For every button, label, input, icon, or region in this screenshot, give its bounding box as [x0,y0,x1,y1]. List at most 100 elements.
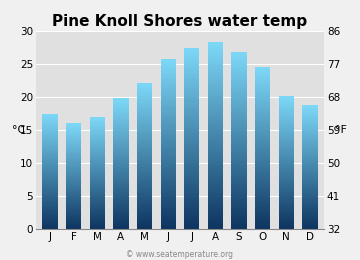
Bar [66,212,81,213]
Bar [255,224,270,225]
Bar [42,186,58,187]
Bar [184,111,199,112]
Bar [208,202,223,203]
Bar [161,188,176,189]
Bar [255,147,270,148]
Bar [302,223,318,224]
Bar [184,193,199,194]
Bar [161,114,176,115]
Bar [184,122,199,123]
Bar [161,153,176,154]
Bar [231,219,247,220]
Bar [113,220,129,221]
Bar [255,78,270,79]
Bar [161,75,176,76]
Bar [279,143,294,144]
Bar [137,168,152,169]
Bar [279,209,294,210]
Bar [90,227,105,228]
Bar [302,171,318,172]
Bar [161,184,176,185]
Bar [161,163,176,164]
Bar [90,199,105,200]
Bar [279,169,294,170]
Bar [66,144,81,145]
Bar [255,129,270,130]
Bar [231,141,247,142]
Bar [90,169,105,170]
Bar [90,132,105,133]
Bar [184,104,199,105]
Bar [255,92,270,93]
Bar [113,144,129,145]
Bar [184,228,199,229]
Bar [279,164,294,165]
Bar [42,137,58,138]
Bar [113,151,129,152]
Bar [66,225,81,226]
Bar [66,178,81,179]
Bar [42,149,58,150]
Bar [184,214,199,215]
Bar [42,163,58,164]
Bar [231,107,247,108]
Bar [279,139,294,140]
Bar [42,191,58,192]
Bar [161,190,176,191]
Bar [231,138,247,139]
Bar [184,164,199,165]
Bar [208,186,223,187]
Bar [302,115,318,116]
Bar [279,153,294,154]
Bar [66,194,81,195]
Bar [255,166,270,167]
Bar [184,75,199,76]
Bar [208,191,223,192]
Bar [42,213,58,214]
Bar [66,210,81,211]
Bar [302,130,318,131]
Bar [184,98,199,99]
Bar [231,108,247,109]
Bar [161,194,176,195]
Bar [161,83,176,84]
Bar [184,135,199,136]
Bar [161,161,176,162]
Bar [208,94,223,95]
Bar [279,136,294,137]
Bar [90,160,105,161]
Bar [90,158,105,159]
Bar [161,92,176,93]
Bar [231,210,247,211]
Bar [161,72,176,73]
Bar [137,224,152,225]
Bar [231,89,247,90]
Bar [66,138,81,139]
Bar [161,147,176,148]
Bar [90,198,105,199]
Bar [161,122,176,123]
Bar [208,89,223,90]
Bar [279,197,294,198]
Bar [231,167,247,168]
Bar [161,181,176,182]
Bar [184,177,199,178]
Bar [302,208,318,209]
Bar [302,142,318,143]
Bar [255,131,270,132]
Bar [208,207,223,208]
Bar [279,223,294,224]
Bar [137,176,152,177]
Bar [66,136,81,137]
Bar [113,99,129,100]
Bar [137,141,152,142]
Bar [184,102,199,103]
Bar [113,159,129,160]
Bar [255,104,270,105]
Bar [66,161,81,162]
Bar [137,174,152,175]
Bar [231,125,247,126]
Bar [302,149,318,150]
Bar [161,186,176,187]
Bar [231,52,247,53]
